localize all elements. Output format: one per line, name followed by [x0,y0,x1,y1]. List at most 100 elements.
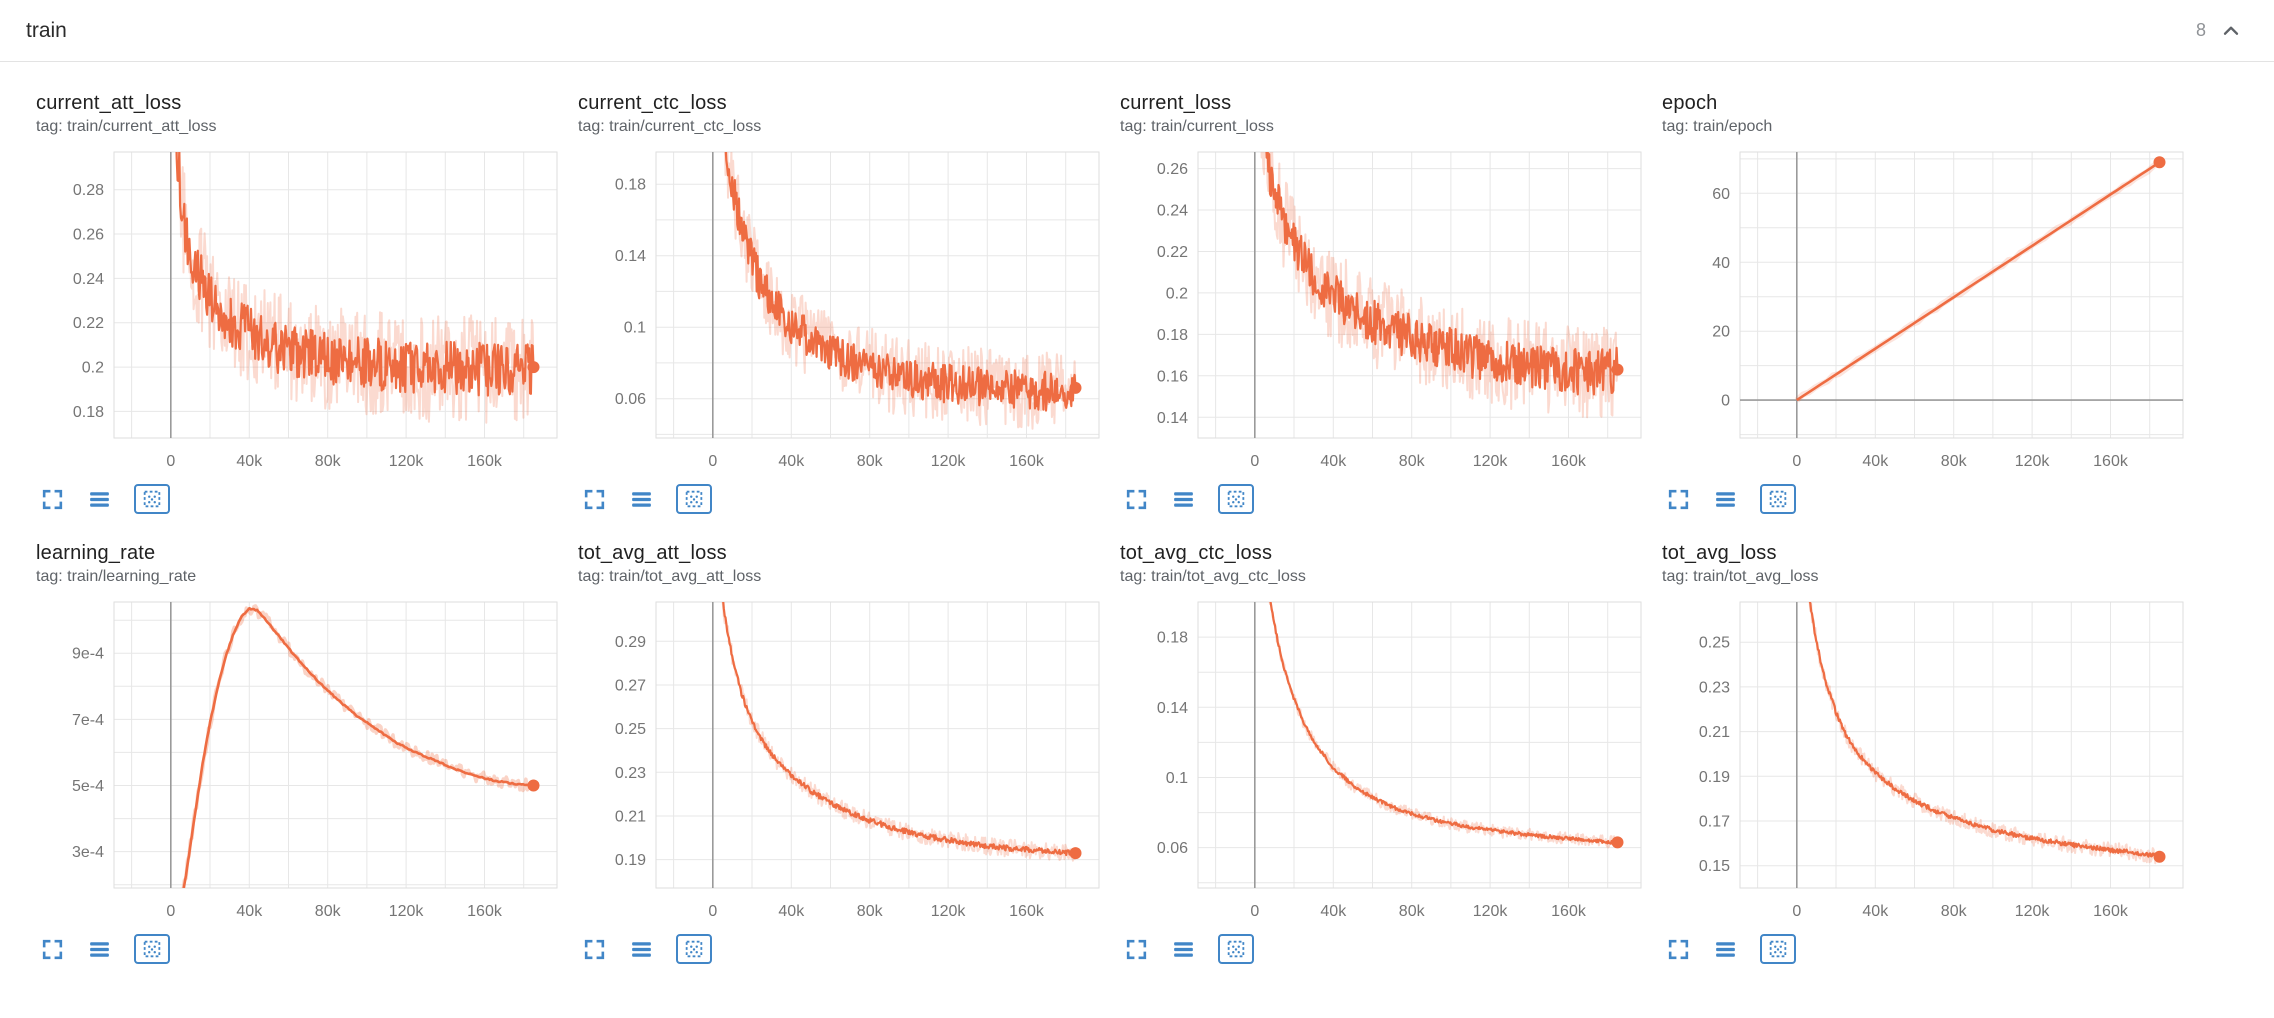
svg-text:20: 20 [1712,324,1730,341]
scalar-card: current_ctc_loss tag: train/current_ctc_… [578,92,1103,520]
expand-icon [42,939,63,959]
svg-text:5e-4: 5e-4 [72,778,104,795]
expand-card-button[interactable] [1666,487,1691,512]
fit-domain-button[interactable] [676,484,712,514]
svg-text:40k: 40k [1320,903,1347,920]
expand-card-button[interactable] [582,937,607,962]
fit-domain-button[interactable] [134,934,170,964]
card-tag: tag: train/epoch [1662,118,1773,135]
svg-text:120k: 120k [931,453,967,470]
card-toolbar [578,478,1103,520]
run-group-title: train [26,18,67,42]
card-tag: tag: train/tot_avg_att_loss [578,568,762,585]
card-title: tot_avg_loss [1662,542,1777,564]
expand-icon [42,489,63,509]
svg-text:80k: 80k [1941,903,1968,920]
card-count: 8 [2195,20,2206,40]
svg-text:80k: 80k [1941,453,1968,470]
svg-text:0.18: 0.18 [1157,327,1188,344]
expand-card-button[interactable] [582,487,607,512]
svg-text:0.19: 0.19 [615,852,646,869]
fit-domain-button[interactable] [1760,484,1796,514]
fit-domain-button[interactable] [1218,484,1254,514]
svg-text:0: 0 [708,903,717,920]
data-table-button[interactable] [629,937,654,962]
card-title: current_att_loss [36,92,182,114]
expand-card-button[interactable] [40,487,65,512]
card-toolbar [36,928,561,970]
svg-text:0.16: 0.16 [1157,368,1188,385]
card-toolbar [1120,928,1645,970]
scalar-card: learning_rate tag: train/learning_rate 3… [36,542,561,970]
svg-text:0.1: 0.1 [1166,770,1188,787]
svg-text:0.17: 0.17 [1699,814,1730,831]
svg-text:0.22: 0.22 [1157,244,1188,261]
svg-text:80k: 80k [1399,903,1426,920]
svg-text:80k: 80k [857,453,884,470]
svg-text:0.14: 0.14 [1157,700,1188,717]
svg-text:120k: 120k [2015,453,2051,470]
svg-text:0.18: 0.18 [615,177,646,194]
fit-domain-button[interactable] [134,484,170,514]
svg-text:0.21: 0.21 [615,809,646,826]
scalar-line-chart[interactable]: 0.19 0.21 0.23 0.25 0.27 0.29 0 40k 80k 120k 160k [578,594,1103,926]
scalar-line-chart[interactable]: 0.18 0.2 0.22 0.24 0.26 0.28 0 40k 80k 120k 160k [36,144,561,476]
svg-text:0: 0 [1250,453,1259,470]
card-tag: tag: train/tot_avg_loss [1662,568,1819,585]
svg-text:0.23: 0.23 [1699,679,1730,696]
fit-domain-icon [1769,940,1787,958]
svg-text:40k: 40k [236,903,263,920]
scalar-line-chart[interactable]: 0 20 40 60 0 40k 80k 120k 160k [1662,144,2187,476]
scalar-line-chart[interactable]: 0.06 0.1 0.14 0.18 0 40k 80k 120k 160k [578,144,1103,476]
svg-text:0.26: 0.26 [73,227,104,244]
expand-card-button[interactable] [40,937,65,962]
svg-text:160k: 160k [2093,453,2129,470]
svg-text:0.14: 0.14 [1157,410,1188,427]
svg-text:0.06: 0.06 [1157,840,1188,857]
svg-text:0.24: 0.24 [1157,203,1188,220]
svg-text:0.25: 0.25 [615,721,646,738]
card-grid: current_att_loss tag: train/current_att_… [0,62,2274,970]
data-table-icon [90,941,109,957]
data-table-button[interactable] [87,937,112,962]
data-table-button[interactable] [1171,487,1196,512]
run-group-header-right: 8 [2196,18,2244,44]
svg-text:0.28: 0.28 [73,182,104,199]
fit-domain-button[interactable] [676,934,712,964]
scalar-line-chart[interactable]: 0.14 0.16 0.18 0.2 0.22 0.24 0.26 0 40k 80k 120k 16… [1120,144,1645,476]
data-table-button[interactable] [1713,487,1738,512]
run-group-header[interactable]: train 8 [0,0,2274,62]
svg-text:120k: 120k [389,903,425,920]
svg-text:0: 0 [1721,393,1730,410]
scalar-line-chart[interactable]: 0.06 0.1 0.14 0.18 0 40k 80k 120k 160k [1120,594,1645,926]
fit-domain-button[interactable] [1760,934,1796,964]
expand-card-button[interactable] [1666,937,1691,962]
svg-text:0.2: 0.2 [82,360,104,377]
svg-text:40k: 40k [1320,453,1347,470]
scalar-line-chart[interactable]: 3e-4 5e-4 7e-4 9e-4 0 40k 80k 120k 160k [36,594,561,926]
data-table-button[interactable] [1713,937,1738,962]
expand-card-button[interactable] [1124,487,1149,512]
card-tag: tag: train/tot_avg_ctc_loss [1120,568,1306,585]
fit-domain-button[interactable] [1218,934,1254,964]
data-table-icon [1174,941,1193,957]
expand-card-button[interactable] [1124,937,1149,962]
fit-domain-icon [143,490,161,508]
data-table-icon [1716,941,1735,957]
svg-text:0.24: 0.24 [73,271,104,288]
fit-domain-icon [1227,490,1245,508]
data-table-button[interactable] [629,487,654,512]
data-table-button[interactable] [87,487,112,512]
svg-text:40k: 40k [778,453,805,470]
card-title: epoch [1662,92,1718,114]
chevron-up-icon[interactable] [2218,18,2244,44]
svg-text:0.18: 0.18 [73,404,104,421]
svg-text:0.25: 0.25 [1699,635,1730,652]
card-toolbar [36,478,561,520]
svg-text:0.29: 0.29 [615,634,646,651]
data-table-button[interactable] [1171,937,1196,962]
scalar-line-chart[interactable]: 0.15 0.17 0.19 0.21 0.23 0.25 0 40k 80k 120k 160k [1662,594,2187,926]
svg-text:7e-4: 7e-4 [72,712,104,729]
svg-text:0.22: 0.22 [73,315,104,332]
card-toolbar [1120,478,1645,520]
